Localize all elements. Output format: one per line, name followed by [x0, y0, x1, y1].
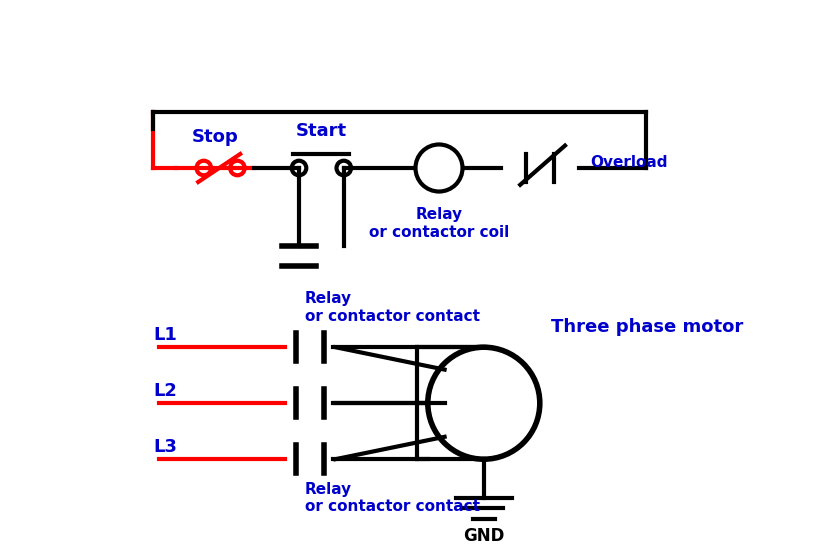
Text: Three phase motor: Three phase motor [551, 318, 743, 336]
Text: Overload: Overload [590, 155, 667, 170]
Text: L1: L1 [154, 326, 178, 344]
Text: Start: Start [296, 122, 347, 140]
Text: Relay
or contactor contact: Relay or contactor contact [305, 482, 479, 514]
Text: Stop: Stop [192, 128, 238, 146]
Text: L3: L3 [154, 438, 178, 456]
Text: Relay
or contactor coil: Relay or contactor coil [369, 207, 509, 240]
Text: Relay
or contactor contact: Relay or contactor contact [305, 291, 479, 324]
Text: L2: L2 [154, 382, 178, 400]
Text: GND: GND [463, 527, 505, 545]
